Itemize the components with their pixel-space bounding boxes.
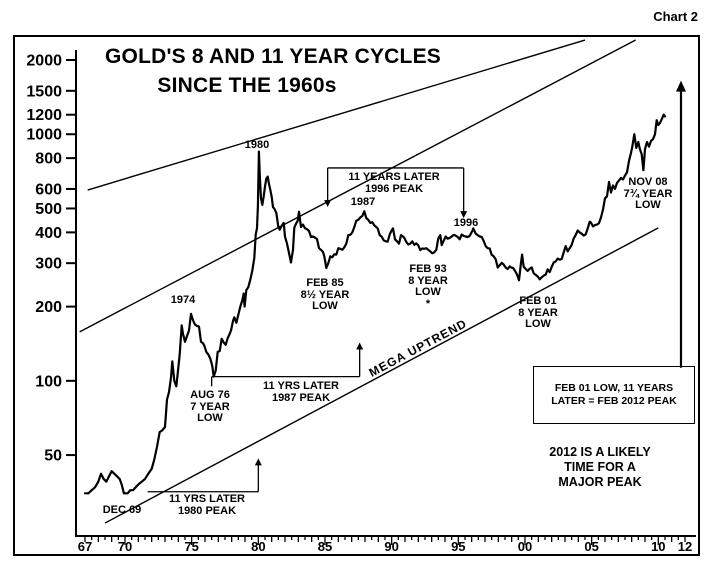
y-tick-label: 1200 bbox=[26, 107, 62, 124]
x-tick-label: 85 bbox=[318, 539, 332, 554]
y-tick-label: 100 bbox=[35, 373, 62, 390]
annotation-dec69: DEC 69 bbox=[102, 504, 142, 516]
x-tick-label: 00 bbox=[518, 539, 532, 554]
x-tick-label: 90 bbox=[384, 539, 398, 554]
x-tick-label: 05 bbox=[584, 539, 598, 554]
x-tick-label: 95 bbox=[451, 539, 465, 554]
chart-title-line2: SINCE THE 1960s bbox=[157, 74, 337, 97]
arrowhead-icon bbox=[675, 80, 686, 92]
gold-price-path bbox=[83, 113, 667, 495]
y-tick-label: 1000 bbox=[26, 127, 62, 144]
y-tick-label: 600 bbox=[35, 181, 62, 198]
x-tick-label: 70 bbox=[118, 539, 132, 554]
y-tick-label: 400 bbox=[35, 225, 62, 242]
annotation-1980-peak: 1980 bbox=[244, 139, 270, 151]
annotation-nov08-low: NOV 08 7¾ YEAR LOW bbox=[623, 176, 673, 211]
arrowhead-icon bbox=[356, 342, 364, 350]
chart-number-label: Chart 2 bbox=[653, 9, 698, 24]
annotation-11-years-later-1996: 11 YEARS LATER 1996 PEAK bbox=[348, 171, 440, 195]
cycle-markers bbox=[147, 80, 686, 493]
trend-line-middle-channel bbox=[79, 39, 636, 333]
feb01-projection-box: FEB 01 LOW, 11 YEARS LATER = FEB 2012 PE… bbox=[533, 366, 695, 424]
annotation-1987-peak: 1987 bbox=[350, 196, 376, 208]
arrowhead-icon bbox=[460, 211, 468, 219]
x-tick-label: 10 bbox=[651, 539, 665, 554]
x-tick-label: 80 bbox=[251, 539, 265, 554]
y-tick-label: 200 bbox=[35, 299, 62, 316]
y-tick-label: 1500 bbox=[26, 83, 62, 100]
trend-line-upper-channel bbox=[87, 39, 586, 191]
annotation-feb93-low: FEB 93 8 YEAR LOW * bbox=[408, 263, 448, 310]
y-axis: 2000 1500 1200 1000 800 600 500 400 300 200 100 50 bbox=[26, 50, 77, 537]
annotation-1974-peak: 1974 bbox=[170, 294, 196, 306]
x-tick-label: 67 bbox=[78, 539, 92, 554]
chart-frame bbox=[13, 35, 700, 556]
trend-lines bbox=[79, 39, 659, 524]
x-tick-label: 75 bbox=[184, 539, 198, 554]
chart-title-line1: GOLD'S 8 AND 11 YEAR CYCLES bbox=[105, 45, 441, 68]
y-tick-label: 2000 bbox=[26, 53, 62, 70]
annotation-feb01-low: FEB 01 8 YEAR LOW bbox=[518, 295, 558, 330]
trend-line-mega-uptrend bbox=[104, 227, 659, 524]
annotation-1996-peak: 1996 bbox=[453, 217, 479, 229]
arrowhead-icon bbox=[254, 458, 262, 466]
y-tick-label: 800 bbox=[35, 151, 62, 168]
annotation-2012-likely-peak: 2012 IS A LIKELY TIME FOR A MAJOR PEAK bbox=[549, 445, 651, 489]
y-tick-label: 500 bbox=[35, 201, 62, 218]
x-tick-label: 12 bbox=[678, 539, 692, 554]
y-tick-label: 50 bbox=[44, 448, 62, 465]
annotation-feb85-low: FEB 85 8½ YEAR LOW bbox=[300, 277, 350, 312]
x-axis: 67 70 75 80 85 90 95 00 05 10 12 bbox=[75, 535, 696, 554]
price-line bbox=[83, 113, 667, 495]
feb01-projection-text: FEB 01 LOW, 11 YEARS LATER = FEB 2012 PE… bbox=[551, 382, 677, 407]
y-tick-label: 300 bbox=[35, 256, 62, 273]
annotation-11-yrs-later-1987: 11 YRS LATER 1987 PEAK bbox=[262, 380, 340, 404]
annotation-11-yrs-later-1980: 11 YRS LATER 1980 PEAK bbox=[168, 493, 246, 517]
arrowhead-icon bbox=[324, 199, 332, 207]
annotation-aug76-low: AUG 76 7 YEAR LOW bbox=[190, 389, 230, 424]
